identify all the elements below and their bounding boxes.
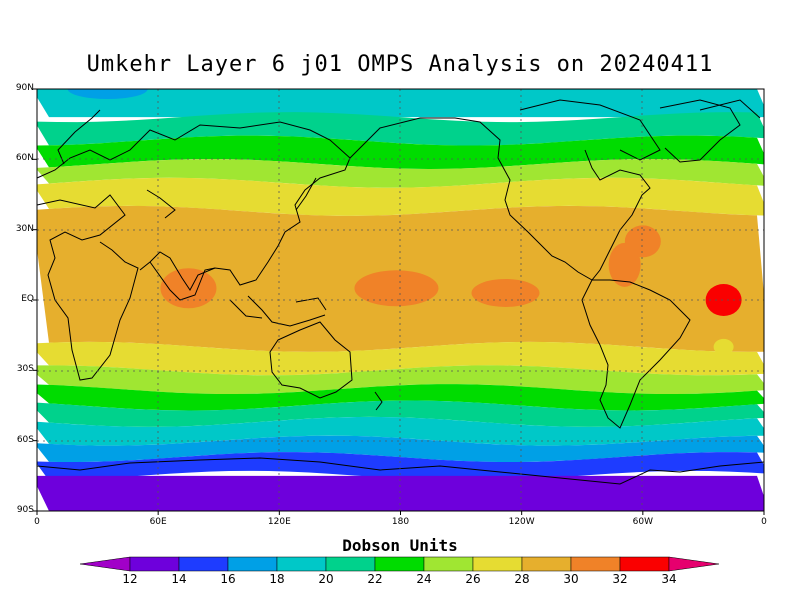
band-2 (37, 135, 764, 170)
lon-label: 180 (391, 517, 410, 527)
colorbar-segment (325, 556, 376, 572)
colorbar-segment (227, 556, 278, 572)
colorbar-arrow-low (79, 556, 131, 572)
band-6 (37, 341, 764, 376)
band-7 (37, 365, 764, 395)
colorbar-tick-label: 32 (612, 572, 628, 586)
colorbar-units-label: Dobson Units (342, 536, 458, 555)
colorbar-segment (374, 556, 425, 572)
colorbar-tick-label: 18 (269, 572, 285, 586)
chart-title: Umkehr Layer 6 j01 OMPS Analysis on 2024… (86, 52, 714, 77)
heatmap-field (37, 89, 764, 511)
colorbar-segment (423, 556, 474, 572)
lon-label: 60E (149, 517, 167, 527)
coastlines (36, 99, 765, 485)
lat-label: 90N (15, 83, 34, 93)
colorbar-segment (619, 556, 670, 572)
colorbar-tick-label: 26 (465, 572, 481, 586)
colorbar-segment (521, 556, 572, 572)
lon-label: 120W (508, 517, 535, 527)
colorbar-tick-label: 24 (416, 572, 432, 586)
band-1 (37, 112, 764, 146)
colorbar-tick-label: 34 (661, 572, 677, 586)
lon-label: 120E (267, 517, 291, 527)
lat-label: 30N (15, 223, 34, 234)
colorbar-segment (178, 556, 229, 572)
band-3 (37, 159, 764, 188)
lat-label: 90S (16, 505, 34, 515)
lat-label: 60N (15, 153, 34, 164)
lat-label: EQ (21, 294, 34, 304)
feature-0 (67, 89, 148, 99)
colorbar-arrow-high (668, 556, 720, 572)
band-8 (37, 384, 764, 411)
lat-label: 30S (16, 364, 34, 375)
lon-label: 60W (632, 517, 653, 527)
band-13 (37, 475, 764, 511)
feature-1 (705, 284, 742, 316)
colorbar-tick-label: 28 (514, 572, 530, 586)
colorbar-segment (129, 556, 180, 572)
band-11 (37, 435, 764, 463)
lat-label: 60S (16, 434, 34, 445)
band-10 (37, 416, 764, 446)
colorbar-segment (276, 556, 327, 572)
band-0 (37, 89, 764, 118)
band-9 (37, 400, 764, 427)
colorbar (79, 556, 720, 572)
feature-2 (713, 338, 734, 355)
feature-4 (354, 270, 439, 307)
feature-5 (471, 278, 540, 307)
feature-7 (624, 225, 661, 258)
band-4 (37, 177, 764, 216)
colorbar-tick-label: 20 (318, 572, 334, 586)
colorbar-tick-label: 12 (122, 572, 138, 586)
colorbar-tick-label: 22 (367, 572, 383, 586)
colorbar-tick-label: 30 (563, 572, 579, 586)
lon-label: 0 (34, 517, 40, 527)
colorbar-tick-label: 16 (220, 572, 236, 586)
colorbar-segment (570, 556, 621, 572)
gridlines (37, 89, 764, 511)
axis-ticks (33, 88, 765, 515)
colorbar-tick-label: 14 (171, 572, 187, 586)
lon-label: 0 (761, 517, 767, 527)
colorbar-segment (472, 556, 523, 572)
